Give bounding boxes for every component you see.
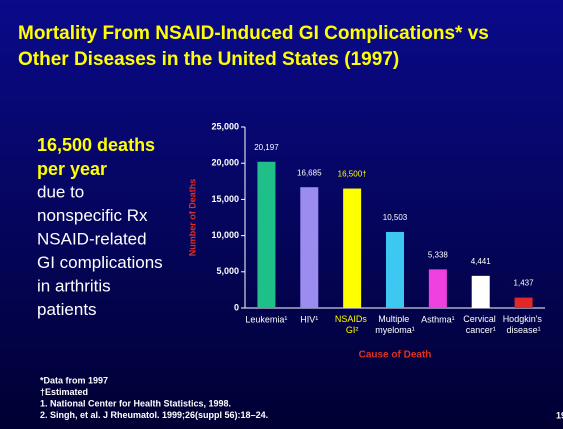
- footnote: †Estimated: [40, 387, 88, 397]
- callout-highlight: per year: [37, 159, 107, 179]
- bar: [514, 297, 533, 308]
- page-number: 19: [556, 410, 563, 420]
- y-tick-label: 0: [234, 302, 239, 312]
- callout-text: nonspecific Rx: [37, 206, 148, 225]
- footnote: *Data from 1997: [40, 375, 108, 385]
- slide-title: Mortality From NSAID-Induced GI Complica…: [18, 23, 489, 44]
- y-tick-label: 15,000: [211, 194, 239, 204]
- bar: [300, 187, 319, 308]
- bar: [343, 188, 362, 308]
- x-tick-label: Cervical cancer¹: [463, 314, 498, 335]
- bar: [257, 161, 276, 308]
- value-label: 20,197: [254, 143, 279, 152]
- x-tick-label: Multiple myeloma¹: [375, 314, 415, 335]
- callout-text: GI complications: [37, 253, 163, 272]
- x-tick-label: NSAIDs GI²: [335, 314, 370, 335]
- y-tick-label: 20,000: [211, 158, 239, 168]
- callout-text: due to: [37, 182, 84, 201]
- value-label: 16,685: [297, 168, 322, 177]
- y-tick-label: 10,000: [211, 230, 239, 240]
- bar: [428, 269, 447, 308]
- value-label: 4,441: [471, 257, 492, 266]
- value-label: 10,503: [383, 213, 408, 222]
- value-label: 5,338: [428, 250, 449, 259]
- value-label: 1,437: [514, 279, 535, 288]
- x-axis-label: Cause of Death: [359, 350, 432, 361]
- callout-text: in arthritis: [37, 276, 111, 295]
- value-label: 16,500†: [338, 170, 367, 179]
- footnote: 2. Singh, et al. J Rheumatol. 1999;26(su…: [40, 410, 268, 420]
- callout-text: NSAID-related: [37, 229, 147, 248]
- bar: [471, 275, 490, 308]
- y-tick-label: 25,000: [211, 121, 239, 131]
- footnote: 1. National Center for Health Statistics…: [40, 398, 231, 408]
- x-tick-label: Hodgkin's disease¹: [503, 314, 545, 335]
- x-tick-label: HIV¹: [300, 314, 318, 324]
- bar: [386, 231, 404, 308]
- x-tick-label: Leukemia¹: [245, 314, 287, 324]
- y-axis-label: Number of Deaths: [187, 179, 197, 257]
- y-tick-label: 5,000: [216, 266, 239, 276]
- callout-highlight: 16,500 deaths: [37, 135, 155, 155]
- callout-text: patients: [37, 300, 97, 319]
- x-tick-label: Asthma¹: [421, 314, 455, 324]
- slide-title: Other Diseases in the United States (199…: [18, 49, 399, 70]
